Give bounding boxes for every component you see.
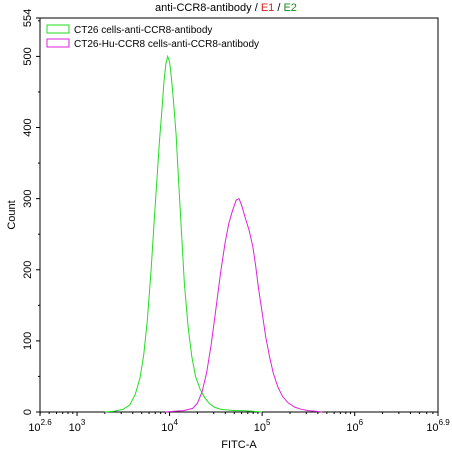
series-line-1 — [104, 54, 263, 413]
title-separator-2: / — [274, 2, 284, 14]
x-tick-label: 105 — [254, 418, 271, 434]
x-axis-ticks: 102.6 103 104 105 106 106.9 — [28, 412, 450, 434]
x-tick-label: 106.9 — [426, 418, 450, 434]
y-tick-label: 554 — [22, 9, 34, 27]
legend-label-1: CT26 cells-anti-CCR8-antibody — [74, 25, 212, 36]
chart-title: anti-CCR8-antibody / E1 / E2 — [0, 2, 452, 14]
y-tick-label: 300 — [22, 189, 34, 207]
title-e1: E1 — [260, 2, 275, 14]
title-separator-1: / — [251, 2, 261, 14]
y-axis-ticks: 0 100 200 300 400 500 554 — [22, 9, 40, 415]
x-tick-label: 103 — [69, 418, 86, 434]
y-tick-label: 0 — [22, 409, 34, 415]
x-axis-label: FITC-A — [221, 439, 257, 451]
y-tick-label: 200 — [22, 261, 34, 279]
x-tick-label: 102.6 — [28, 418, 52, 434]
y-tick-label: 500 — [22, 47, 34, 65]
title-e2: E2 — [283, 2, 297, 14]
y-axis-label: Count — [6, 200, 18, 229]
legend: CT26 cells-anti-CCR8-antibody CT26-Hu-CCR… — [46, 24, 259, 50]
x-tick-label: 104 — [161, 418, 178, 434]
plot-area-frame — [39, 17, 439, 413]
series-line-2 — [164, 197, 323, 413]
legend-swatch-2 — [46, 38, 70, 48]
y-tick-label: 400 — [22, 118, 34, 136]
series-layer — [104, 54, 323, 413]
title-main: anti-CCR8-antibody — [155, 2, 252, 14]
y-tick-label: 100 — [22, 332, 34, 350]
legend-swatch-1 — [46, 24, 70, 34]
legend-label-2: CT26-Hu-CCR8 cells-anti-CCR8-antibody — [74, 39, 259, 50]
x-tick-label: 106 — [346, 418, 363, 434]
